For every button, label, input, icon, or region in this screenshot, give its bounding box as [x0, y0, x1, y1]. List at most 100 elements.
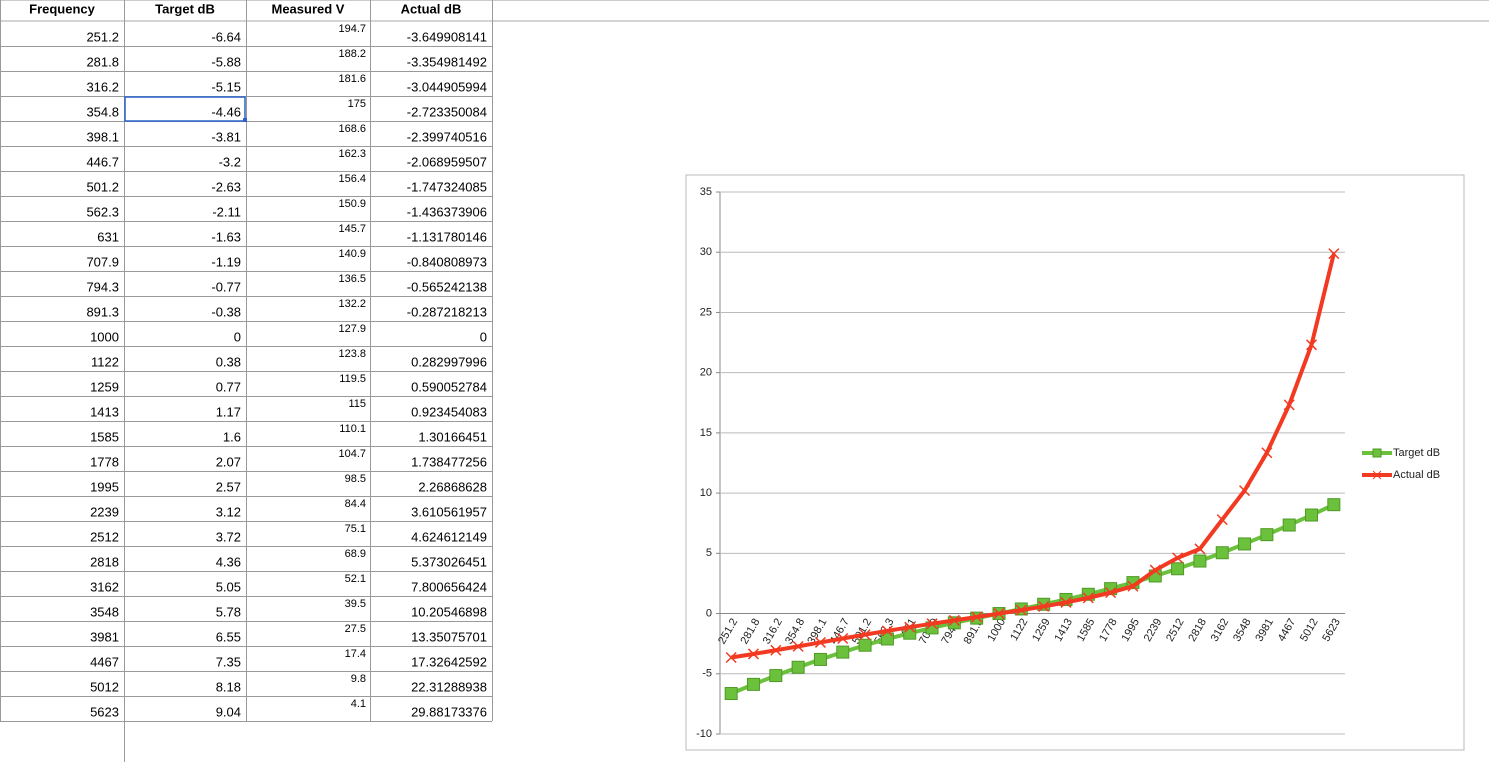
cell[interactable]: -2.11	[212, 204, 241, 219]
cell[interactable]: 4.624612149	[411, 529, 487, 544]
cell[interactable]: -5.88	[211, 54, 241, 69]
cell[interactable]: 6.55	[216, 629, 241, 644]
cell[interactable]: 9.04	[216, 704, 241, 719]
cell[interactable]: 631	[97, 229, 119, 244]
cell[interactable]: -5.15	[211, 79, 241, 94]
cell[interactable]: 75.1	[345, 523, 366, 535]
cell[interactable]: 1778	[90, 454, 119, 469]
cell[interactable]: 68.9	[345, 548, 366, 560]
cell[interactable]: 3.72	[216, 529, 241, 544]
cell[interactable]: -1.63	[211, 229, 241, 244]
cell[interactable]: 13.35075701	[411, 629, 487, 644]
cell[interactable]: 140.9	[338, 248, 366, 260]
cell[interactable]: 181.6	[338, 73, 366, 85]
cell[interactable]: -2.399740516	[407, 129, 487, 144]
cell[interactable]: 0.38	[216, 354, 241, 369]
cell[interactable]: 0.590052784	[411, 379, 487, 394]
cell[interactable]: -0.840808973	[407, 254, 487, 269]
cell[interactable]: 891.3	[86, 304, 119, 319]
cell[interactable]: 354.8	[86, 104, 119, 119]
cell[interactable]: -2.068959507	[407, 154, 487, 169]
cell[interactable]: 4.1	[351, 698, 366, 710]
cell[interactable]: 707.9	[86, 254, 119, 269]
cell[interactable]: 132.2	[338, 298, 366, 310]
cell[interactable]: 5.05	[216, 579, 241, 594]
cell[interactable]: 5.78	[216, 604, 241, 619]
cell[interactable]: 0	[480, 329, 487, 344]
cell[interactable]: 5012	[90, 679, 119, 694]
cell[interactable]: -1.19	[211, 254, 241, 269]
column-header[interactable]: Target dB	[155, 1, 215, 16]
column-header[interactable]: Measured V	[272, 1, 345, 16]
cell[interactable]: 1122	[91, 354, 119, 369]
cell[interactable]: -1.436373906	[407, 204, 487, 219]
cell[interactable]: 7.35	[216, 654, 241, 669]
cell[interactable]: 136.5	[338, 273, 366, 285]
cell[interactable]: 4467	[90, 654, 119, 669]
cell[interactable]: 98.5	[345, 473, 366, 485]
cell[interactable]: 5.373026451	[411, 554, 487, 569]
cell[interactable]: 0.77	[216, 379, 241, 394]
cell[interactable]: 2818	[90, 554, 119, 569]
cell[interactable]: 150.9	[338, 198, 366, 210]
cell[interactable]: 3162	[90, 579, 119, 594]
cell[interactable]: 3.12	[216, 504, 241, 519]
cell[interactable]: -4.46	[211, 104, 241, 119]
cell[interactable]: 156.4	[338, 173, 366, 185]
cell[interactable]: 168.6	[338, 123, 366, 135]
cell[interactable]: 2.57	[216, 479, 241, 494]
cell[interactable]: 281.8	[86, 54, 119, 69]
cell[interactable]: 188.2	[338, 48, 366, 60]
column-header[interactable]: Frequency	[29, 1, 96, 16]
cell[interactable]: 9.8	[351, 673, 366, 685]
cell[interactable]: 2239	[90, 504, 119, 519]
cell[interactable]: 316.2	[86, 79, 119, 94]
cell[interactable]: 2.26868628	[418, 479, 487, 494]
cell[interactable]: 3981	[90, 629, 119, 644]
cell[interactable]: -2.63	[211, 179, 241, 194]
cell[interactable]: 794.3	[86, 279, 119, 294]
cell[interactable]: 1.30166451	[418, 429, 487, 444]
cell[interactable]: -3.2	[219, 154, 241, 169]
cell[interactable]: 1585	[90, 429, 119, 444]
cell[interactable]: 1995	[90, 479, 119, 494]
cell[interactable]: 501.2	[86, 179, 119, 194]
cell[interactable]: 10.20546898	[411, 604, 487, 619]
cell[interactable]: 3.610561957	[411, 504, 487, 519]
cell[interactable]: 3548	[90, 604, 119, 619]
cell[interactable]: 5623	[90, 704, 119, 719]
cell[interactable]: 39.5	[345, 598, 366, 610]
cell[interactable]: 27.5	[345, 623, 366, 635]
cell[interactable]: 1413	[90, 404, 119, 419]
cell[interactable]: -0.77	[211, 279, 241, 294]
cell[interactable]: -2.723350084	[407, 104, 487, 119]
cell[interactable]: 29.88173376	[411, 704, 487, 719]
cell[interactable]: 2.07	[216, 454, 241, 469]
cell[interactable]: 123.8	[338, 348, 366, 360]
cell[interactable]: 8.18	[216, 679, 241, 694]
cell[interactable]: 52.1	[345, 573, 366, 585]
cell[interactable]: 104.7	[338, 448, 366, 460]
cell[interactable]: 1000	[90, 329, 119, 344]
cell[interactable]: 562.3	[86, 204, 119, 219]
cell[interactable]: 127.9	[338, 323, 366, 335]
cell[interactable]: 1.17	[216, 404, 241, 419]
cell[interactable]: 17.4	[345, 648, 366, 660]
cell[interactable]: 115	[348, 398, 366, 410]
cell[interactable]: 1.6	[223, 429, 241, 444]
cell[interactable]: 110.1	[339, 423, 366, 435]
cell[interactable]: 119.5	[339, 373, 366, 385]
cell[interactable]: 1.738477256	[411, 454, 487, 469]
cell[interactable]: -1.131780146	[407, 229, 487, 244]
cell[interactable]: -3.044905994	[407, 79, 487, 94]
cell[interactable]: 194.7	[338, 23, 366, 35]
cell[interactable]: 2512	[90, 529, 119, 544]
cell[interactable]: 145.7	[338, 223, 366, 235]
cell[interactable]: -6.64	[211, 29, 241, 44]
cell[interactable]: -3.354981492	[407, 54, 487, 69]
cell[interactable]: -0.38	[211, 304, 241, 319]
cell[interactable]: 7.800656424	[411, 579, 487, 594]
cell[interactable]: -0.287218213	[407, 304, 487, 319]
cell[interactable]: -1.747324085	[407, 179, 487, 194]
cell[interactable]: 0	[234, 329, 241, 344]
